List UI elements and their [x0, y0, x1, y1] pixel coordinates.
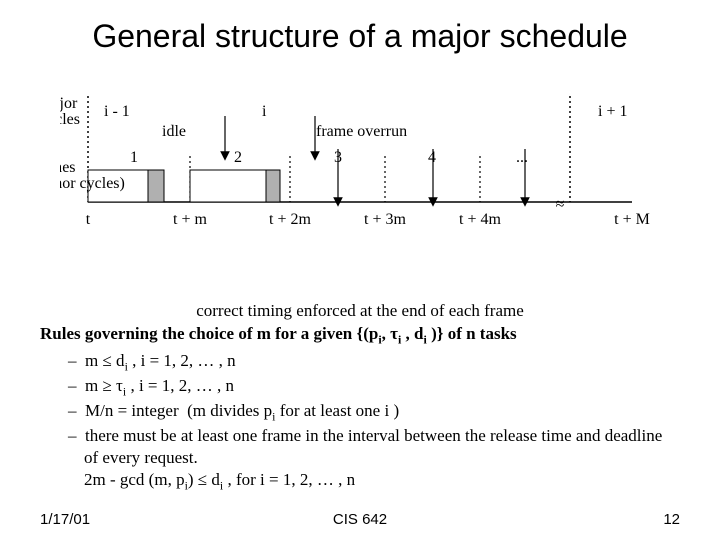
svg-text:t + M: t + M — [614, 211, 650, 228]
svg-text:(minor cycles): (minor cycles) — [60, 175, 125, 192]
body-text: correct timing enforced at the end of ea… — [40, 300, 680, 494]
svg-text:cycles: cycles — [60, 111, 80, 128]
bullet-item: – m ≤ di , i = 1, 2, … , n — [40, 350, 680, 374]
svg-text:frame overrun: frame overrun — [316, 123, 407, 140]
svg-text:t + 3m: t + 3m — [364, 211, 406, 228]
bullet-item: – M/n = integer (m divides pi for at lea… — [40, 400, 680, 424]
svg-text:t + 2m: t + 2m — [269, 211, 311, 228]
diagram: ≈ majorcycles i - 1 idle i frame overrun i + 1… — [60, 94, 660, 264]
svg-text:t + m: t + m — [173, 211, 207, 228]
svg-text:t: t — [86, 211, 91, 228]
svg-text:t + 4m: t + 4m — [459, 211, 501, 228]
last-line: 2m - gcd (m, pi) ≤ di , for i = 1, 2, … … — [40, 469, 680, 493]
svg-text:major: major — [60, 95, 78, 112]
svg-text:3: 3 — [334, 149, 342, 166]
footer-center: CIS 642 — [0, 511, 720, 528]
svg-text:frames: frames — [60, 159, 76, 176]
bullets: – m ≤ di , i = 1, 2, … , n– m ≥ τi , i =… — [40, 350, 680, 468]
svg-text:≈: ≈ — [556, 196, 565, 213]
svg-text:1: 1 — [130, 149, 138, 166]
svg-text:idle: idle — [162, 123, 186, 140]
bullet-item: – m ≥ τi , i = 1, 2, … , n — [40, 375, 680, 399]
svg-text:i + 1: i + 1 — [598, 103, 627, 120]
slide-title: General structure of a major schedule — [0, 18, 720, 55]
body-center: correct timing enforced at the end of ea… — [40, 300, 680, 321]
slide-root: General structure of a major schedule ≈ m… — [0, 0, 720, 540]
bullet-item: – there must be at least one frame in th… — [40, 425, 680, 468]
rules-intro: Rules governing the choice of m for a gi… — [40, 323, 680, 347]
svg-text:2: 2 — [234, 149, 242, 166]
svg-text:i: i — [262, 103, 267, 120]
svg-text:i - 1: i - 1 — [104, 103, 130, 120]
svg-text:...: ... — [516, 149, 528, 166]
footer-page: 12 — [663, 511, 680, 528]
svg-text:4: 4 — [428, 149, 436, 166]
